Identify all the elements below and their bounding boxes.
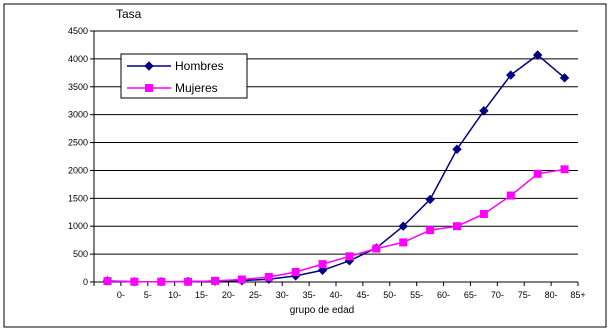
data-point-mujeres bbox=[157, 277, 166, 286]
x-tick-label: 40- bbox=[329, 290, 342, 300]
x-tick-label: 20- bbox=[222, 290, 235, 300]
x-tick-label: 55- bbox=[410, 290, 423, 300]
data-point-mujeres bbox=[103, 277, 112, 286]
x-tick-label: 0- bbox=[117, 290, 125, 300]
x-tick-label: 15- bbox=[195, 290, 208, 300]
data-point-mujeres bbox=[560, 165, 569, 174]
y-tick-label: 500 bbox=[73, 249, 88, 259]
y-tick-label: 2000 bbox=[68, 165, 88, 175]
legend-marker-hombres bbox=[144, 61, 154, 71]
y-tick-label: 1500 bbox=[68, 193, 88, 203]
x-tick-label: 70- bbox=[491, 290, 504, 300]
y-tick-label: 4000 bbox=[68, 54, 88, 64]
data-point-mujeres bbox=[399, 238, 408, 247]
data-point-mujeres bbox=[291, 267, 300, 276]
legend-marker-point-hombres bbox=[144, 61, 154, 71]
x-tick-labels: 0- 5- 10- 15- 20- 25- 30- 35- 40- 45- 50- 55- 60- 65-… bbox=[117, 290, 586, 300]
x-tick-label: 50- bbox=[383, 290, 396, 300]
data-point-mujeres bbox=[211, 276, 219, 285]
data-point-mujeres bbox=[318, 260, 327, 269]
data-point-hombres bbox=[479, 106, 489, 116]
data-point-mujeres bbox=[345, 252, 354, 261]
data-point-mujeres bbox=[372, 244, 381, 253]
legend-label-hombres: Hombres bbox=[175, 59, 224, 73]
data-point-hombres bbox=[317, 265, 328, 275]
data-point-mujeres bbox=[479, 209, 488, 218]
legend-marker-mujeres bbox=[145, 84, 153, 92]
x-tick-label: 35- bbox=[303, 290, 316, 300]
x-tick-label: 5- bbox=[144, 290, 152, 300]
data-point-hombres bbox=[425, 194, 435, 205]
x-tick-label: 65- bbox=[464, 290, 477, 300]
data-point-hombres bbox=[559, 73, 570, 83]
y-tick-label: 2500 bbox=[68, 138, 88, 148]
y-tick-label: 3500 bbox=[68, 82, 88, 92]
legend-marker-point-mujeres bbox=[145, 84, 153, 92]
data-point-mujeres bbox=[426, 226, 435, 235]
data-point-mujeres bbox=[184, 277, 193, 286]
y-tick-label: 0 bbox=[83, 277, 88, 287]
y-tick-labels: 0 500 1000 1500 2000 2500 3000 3500 4000 4500 bbox=[68, 26, 88, 287]
x-tick-label: 30- bbox=[276, 290, 289, 300]
x-tick-label: 80- bbox=[545, 290, 558, 300]
x-tick-label: 25- bbox=[249, 290, 262, 300]
legend-label-mujeres: Mujeres bbox=[175, 81, 218, 95]
x-tick-label: 85+ bbox=[570, 290, 585, 300]
x-tick-label: 60- bbox=[437, 290, 450, 300]
data-point-hombres bbox=[506, 70, 516, 80]
x-axis-label: grupo de edad bbox=[290, 305, 355, 316]
y-tick-label: 4500 bbox=[68, 26, 88, 36]
series-mujeres bbox=[103, 165, 569, 286]
y-tick-label: 3000 bbox=[68, 110, 88, 120]
data-point-hombres bbox=[398, 221, 408, 231]
x-tick-label: 75- bbox=[518, 290, 531, 300]
data-point-hombres bbox=[532, 50, 543, 60]
data-point-hombres bbox=[452, 144, 462, 154]
y-tick-label: 1000 bbox=[68, 221, 88, 231]
data-point-mujeres bbox=[453, 222, 461, 231]
data-point-mujeres bbox=[533, 169, 542, 178]
series-layer bbox=[102, 50, 570, 287]
legend: Hombres Mujeres bbox=[120, 53, 248, 99]
chart-title: Tasa bbox=[116, 7, 142, 21]
x-tick-label: 45- bbox=[356, 290, 369, 300]
legend-box bbox=[120, 53, 248, 99]
data-point-mujeres bbox=[506, 191, 515, 200]
series-line-mujeres bbox=[107, 168, 565, 283]
data-point-mujeres bbox=[130, 277, 139, 286]
data-point-mujeres bbox=[264, 272, 273, 281]
data-point-mujeres bbox=[237, 275, 246, 284]
x-tick-label: 10- bbox=[168, 290, 181, 300]
